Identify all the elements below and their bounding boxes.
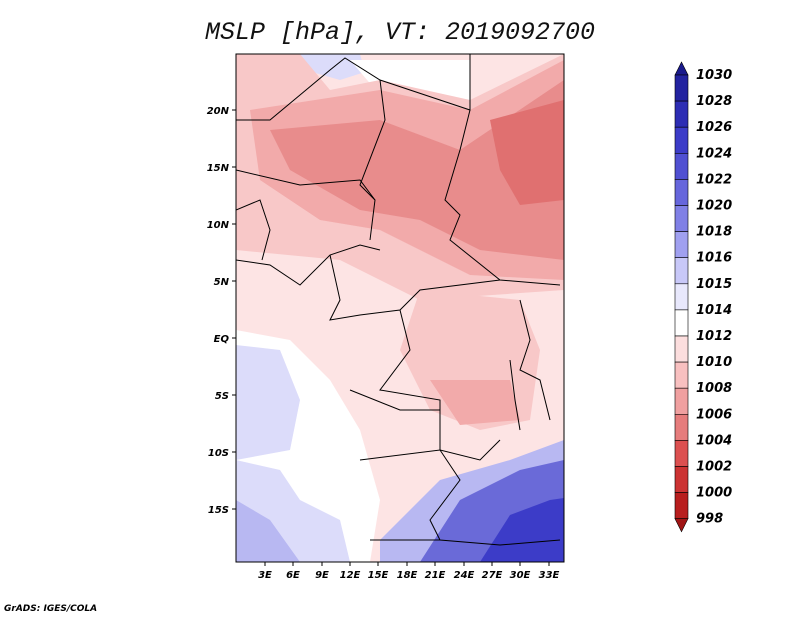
colorbar-label: 1006 [696, 407, 732, 422]
lat-label: EQ [214, 334, 230, 345]
colorbar-label: 1012 [696, 329, 732, 344]
colorbar-segment [674, 440, 689, 467]
colorbar-segment [674, 74, 689, 102]
colorbar-segment [674, 413, 689, 441]
colorbar-label: 1022 [696, 172, 732, 187]
colorbar-segment [674, 257, 689, 285]
colorbar-label: 1015 [696, 277, 732, 292]
colorbar-segment [674, 205, 689, 232]
lat-label: 5N [214, 277, 230, 288]
lat-label: 15N [207, 163, 230, 174]
lat-label: 15S [208, 505, 229, 516]
border-lake-tanganyika [509, 359, 521, 431]
colorbar-segment [674, 466, 689, 493]
colorbar-label: 998 [696, 512, 723, 527]
colorbar-segment [674, 309, 689, 337]
colorbar-label: 1004 [696, 433, 732, 448]
field-red [270, 80, 564, 260]
colorbar-label: 1020 [696, 199, 732, 214]
colorbar-label: 1026 [696, 120, 732, 135]
lon-label: 21E [425, 570, 446, 581]
colorbar-segment [674, 283, 689, 311]
border-niger [236, 169, 376, 201]
lon-label: 18E [397, 570, 418, 581]
footer-credit: GrADS: IGES/COLA [4, 604, 98, 614]
colorbar-segment [674, 387, 689, 415]
colorbar-segment [674, 361, 689, 389]
field-central-light-red [430, 380, 520, 425]
border-angola-north [349, 389, 440, 411]
colorbar-segment [674, 179, 689, 206]
lon-axis: 3E 6E 9E 12E 15E 18E 21E 24E 27E 30E 33E [258, 562, 560, 581]
colorbar-segment [674, 153, 689, 180]
lat-axis: 20N 15N 10N 5N EQ 5S 10S 15S [207, 106, 236, 516]
colorbar-bottom-arrow [674, 518, 689, 533]
map-title: MSLP [hPa], VT: 2019092700 [204, 18, 596, 47]
field-deep-red [490, 100, 564, 205]
colorbar-label: 1008 [696, 381, 732, 396]
colorbar-top-arrow [674, 61, 689, 76]
lon-label: 3E [258, 570, 272, 581]
border-east [519, 299, 551, 421]
colorbar-label: 1010 [696, 355, 732, 370]
border-nigeria [236, 244, 381, 286]
colorbar-label: 1018 [696, 225, 732, 240]
lon-label: 33E [539, 570, 560, 581]
lon-label: 6E [286, 570, 300, 581]
lon-label: 9E [315, 570, 329, 581]
colorbar-segment [674, 335, 689, 363]
lat-label: 10S [208, 448, 229, 459]
colorbar-label: 1000 [696, 486, 732, 501]
colorbar-label: 1002 [696, 460, 732, 475]
lat-label: 10N [207, 220, 230, 231]
border-niger-chad [359, 79, 386, 241]
field-sw-light-blue [236, 500, 300, 562]
colorbar-label: 1024 [696, 146, 732, 161]
lon-label: 24E [454, 570, 475, 581]
border-car [329, 254, 501, 321]
colorbar-label: 1030 [696, 68, 732, 83]
lon-label: 30E [510, 570, 531, 581]
border-ghana [236, 199, 271, 261]
border-drc [379, 309, 501, 461]
country-borders [236, 54, 561, 546]
colorbar-segment [674, 100, 689, 128]
map-frame [235, 53, 565, 563]
field-se-strong-blue [480, 498, 564, 562]
colorbar-label: 1028 [696, 94, 732, 109]
lat-label: 5S [215, 391, 229, 402]
colorbar-segment [674, 492, 689, 520]
colorbar-label: 1014 [696, 303, 732, 318]
field-ocean-pale-blue [236, 345, 300, 460]
lon-label: 15E [368, 570, 389, 581]
colorbar-segment [674, 231, 689, 259]
pressure-field [236, 54, 564, 562]
lat-label: 20N [207, 106, 230, 117]
colorbar-segment [674, 126, 689, 154]
colorbar-label: 1016 [696, 251, 732, 266]
colorbar: 1030 1028 1026 1024 1022 1020 1018 1016 1015 1014… [674, 61, 732, 533]
border-angola-south [359, 449, 561, 546]
lon-label: 27E [482, 570, 503, 581]
lon-label: 12E [340, 570, 361, 581]
